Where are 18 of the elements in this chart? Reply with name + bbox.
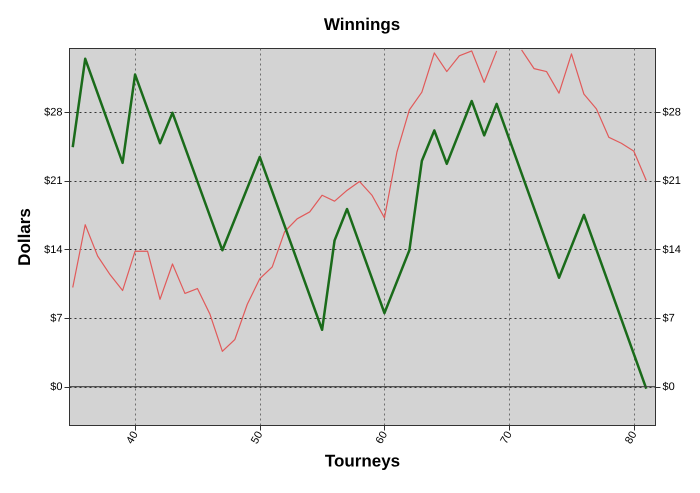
y2-tick-label: $0 (662, 381, 675, 394)
y2-tick-label: $21 (662, 175, 681, 188)
x-tick-label: 50 (248, 430, 266, 446)
x-tick-label: 70 (498, 430, 515, 446)
x-tick-label: 60 (374, 430, 390, 446)
chart-title: Winnings (324, 15, 400, 34)
y-tick-label: $7 (50, 312, 62, 324)
x-tick-label: 80 (622, 430, 640, 446)
y-tick-label: $28 (44, 106, 62, 118)
y2-tick-label: $14 (662, 244, 681, 256)
x-axis-title: Tourneys (324, 452, 400, 471)
y-tick-label: $21 (44, 175, 62, 188)
y2-tick-label: $28 (662, 106, 681, 118)
x-tick-label: 40 (124, 430, 141, 446)
y-axis-title: Dollars (15, 208, 34, 266)
y-tick-label: $14 (44, 244, 62, 256)
y-tick-label: $0 (50, 381, 62, 394)
y2-tick-label: $7 (662, 312, 675, 324)
